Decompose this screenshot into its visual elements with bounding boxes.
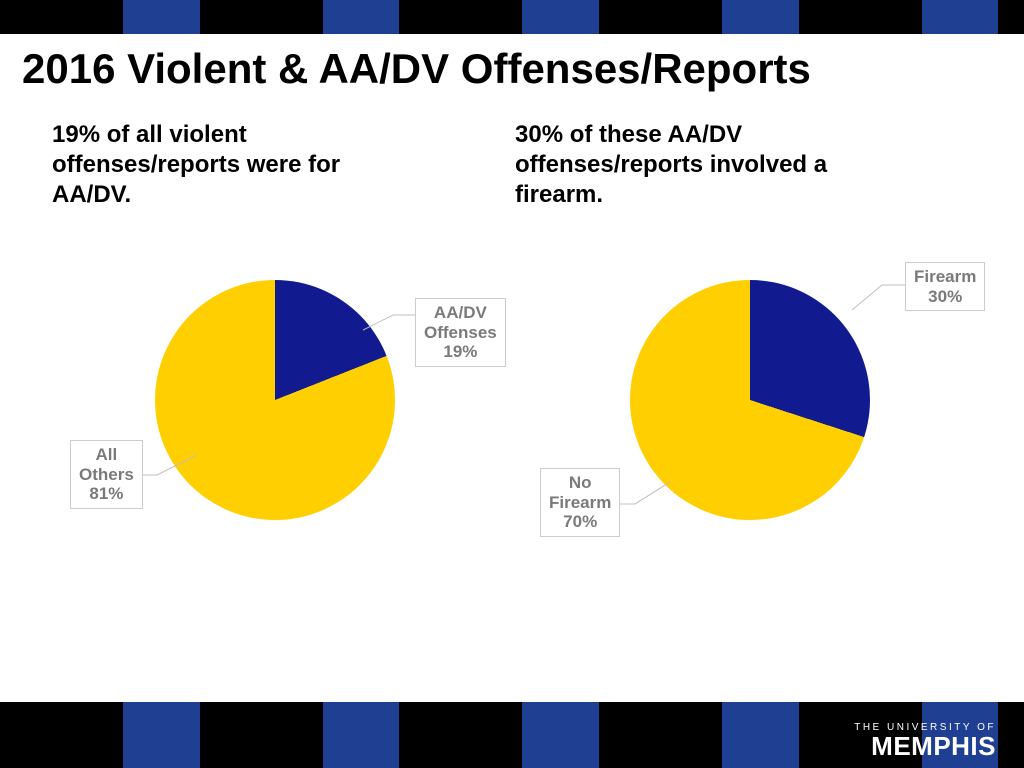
page-title: 2016 Violent & AA/DV Offenses/Reports	[22, 45, 811, 93]
subtitle-left: 19% of all violent offenses/reports were…	[52, 120, 422, 210]
callout-firearm: Firearm 30%	[905, 262, 985, 311]
decorative-band-top	[0, 0, 1024, 34]
callout-all-others: All Others 81%	[70, 440, 143, 509]
callout-no-firearm: No Firearm 70%	[540, 468, 620, 537]
pie-chart-violent-offenses: AA/DV Offenses 19% All Others 81%	[155, 280, 395, 520]
logo-big-text: MEMPHIS	[854, 731, 996, 762]
callout-aadv-offenses: AA/DV Offenses 19%	[415, 298, 506, 367]
university-logo: THE UNIVERSITY OF MEMPHIS	[854, 722, 996, 762]
pie-disc	[630, 280, 870, 520]
subtitle-right: 30% of these AA/DV offenses/reports invo…	[515, 120, 885, 210]
pie-disc	[155, 280, 395, 520]
pie-chart-firearm: Firearm 30% No Firearm 70%	[630, 280, 870, 520]
